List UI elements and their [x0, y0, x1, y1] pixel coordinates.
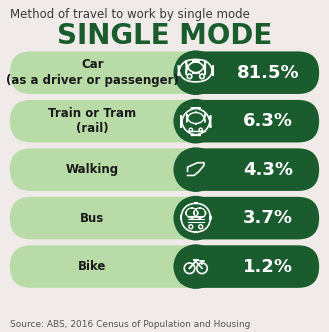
FancyBboxPatch shape — [174, 245, 319, 288]
Text: SINGLE MODE: SINGLE MODE — [57, 22, 272, 49]
FancyBboxPatch shape — [10, 197, 319, 239]
Text: Source: ABS, 2016 Census of Population and Housing: Source: ABS, 2016 Census of Population a… — [10, 320, 250, 329]
FancyBboxPatch shape — [10, 51, 319, 94]
Text: Bike: Bike — [78, 260, 106, 273]
Text: 4.3%: 4.3% — [243, 161, 293, 179]
Text: Walking: Walking — [65, 163, 119, 176]
Text: 3.7%: 3.7% — [243, 209, 293, 227]
Text: 81.5%: 81.5% — [237, 64, 299, 82]
Ellipse shape — [173, 50, 218, 95]
Text: 6.3%: 6.3% — [243, 112, 293, 130]
FancyBboxPatch shape — [174, 148, 319, 191]
Text: Car
(as a driver or passenger): Car (as a driver or passenger) — [6, 58, 179, 87]
Text: Method of travel to work by single mode: Method of travel to work by single mode — [10, 8, 250, 21]
Ellipse shape — [173, 196, 218, 240]
FancyBboxPatch shape — [174, 100, 319, 142]
FancyBboxPatch shape — [10, 245, 319, 288]
FancyBboxPatch shape — [174, 51, 319, 94]
Ellipse shape — [173, 244, 218, 289]
Text: Train or Tram
(rail): Train or Tram (rail) — [48, 107, 136, 135]
Text: Bus: Bus — [80, 211, 104, 225]
FancyBboxPatch shape — [10, 100, 319, 142]
Ellipse shape — [173, 99, 218, 143]
Ellipse shape — [173, 147, 218, 192]
FancyBboxPatch shape — [10, 148, 319, 191]
FancyBboxPatch shape — [174, 197, 319, 239]
Text: 1.2%: 1.2% — [243, 258, 293, 276]
